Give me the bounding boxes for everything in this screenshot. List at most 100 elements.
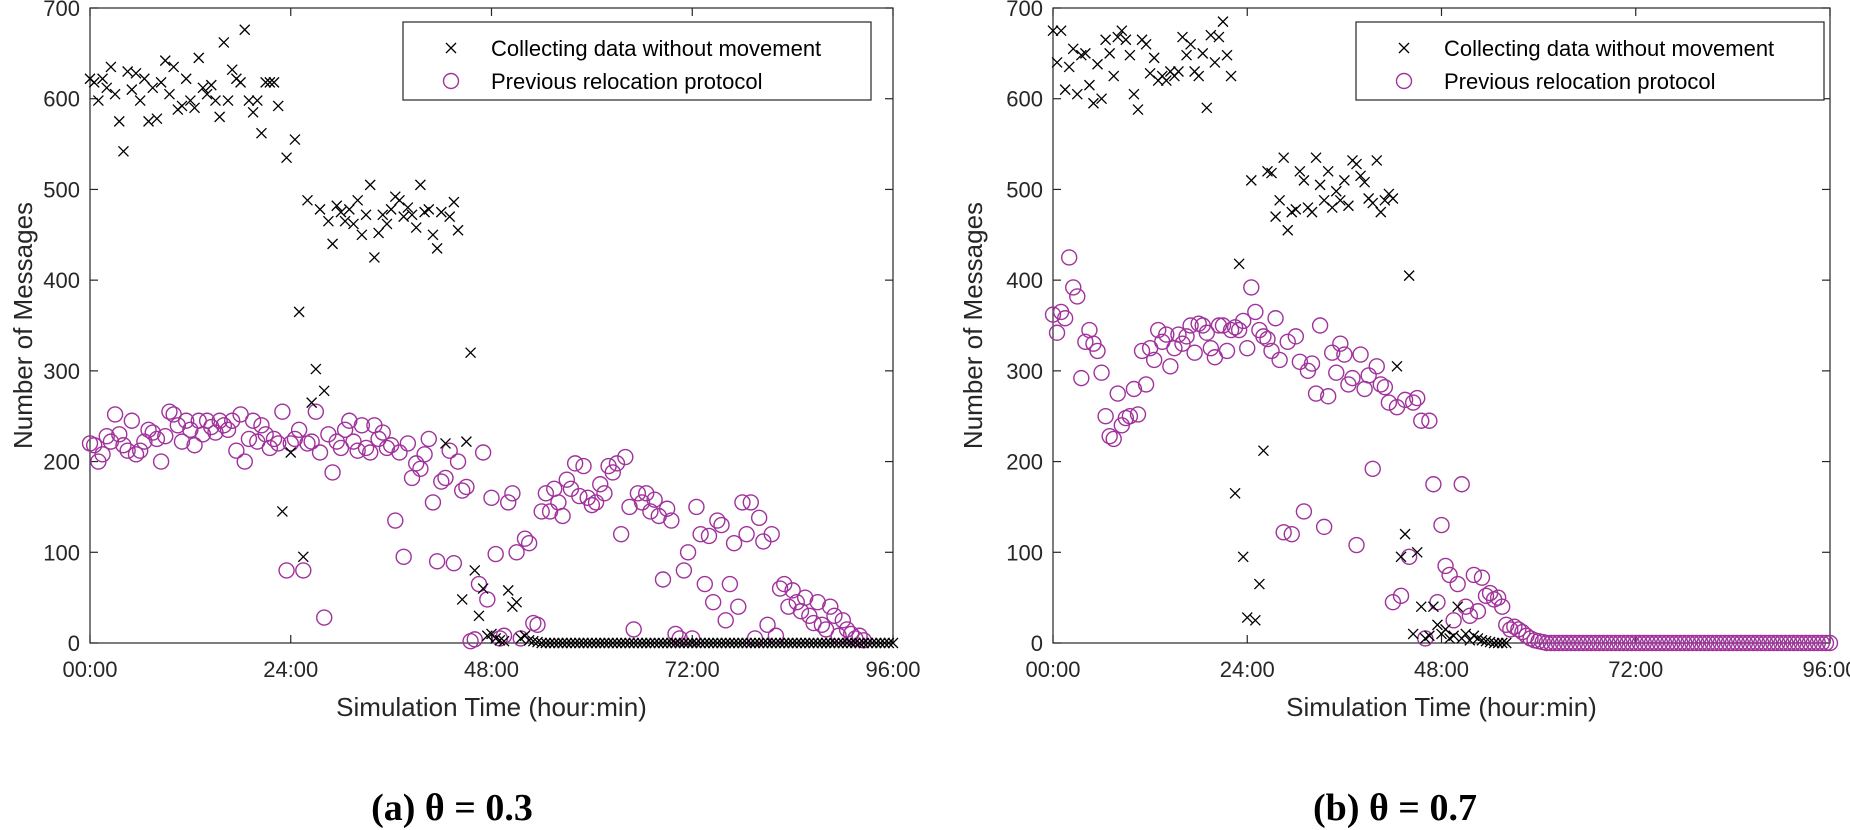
panel-b-circle-point (1400, 548, 1418, 566)
panel-b-cross-point (1500, 637, 1512, 649)
panel-a-cross-point (874, 637, 886, 649)
panel-b-cross-point (1496, 637, 1508, 649)
panel-b-circle-point (1360, 367, 1377, 384)
panel-a-cross-point (657, 637, 669, 649)
panel-a-ytick-label: 300 (43, 359, 80, 384)
panel-a-circle-point (788, 593, 806, 611)
panel-b-cross-point (1387, 193, 1399, 204)
panel-a-cross-point (435, 206, 447, 218)
panel-b-cross-point (1415, 601, 1427, 613)
panel-a-cross-point (456, 593, 468, 605)
panel-a-circle-point (223, 412, 241, 429)
panel-a-cross-point (444, 211, 456, 223)
panel-b-legend-label: Collecting data without movement (1444, 36, 1774, 61)
panel-b-circle-point (1376, 378, 1394, 396)
panel-b-cross-point (1359, 176, 1371, 188)
panel-b-circle-point (1453, 476, 1470, 493)
panel-a-cross-point (452, 224, 464, 236)
panel-a-cross-point (540, 637, 552, 649)
panel-a-circle-point (215, 417, 233, 434)
panel-b-circle-point (1736, 634, 1754, 652)
panel-b-circle-point (1570, 634, 1588, 652)
panel-a-circle-point (487, 545, 504, 563)
panel-a-cross-point (268, 76, 280, 88)
panel-b-cross-point (1391, 360, 1403, 372)
panel-b-cross-point (1233, 258, 1245, 270)
panel-b-cross-point (1274, 194, 1286, 206)
panel-a-data-points (81, 24, 899, 650)
panel-a-caption: (a) θ = 0.3 (371, 787, 533, 829)
panel-b-cross-point (1217, 16, 1229, 28)
panel-b-cross-point (1452, 601, 1464, 613)
panel-b-xtick-label: 24:00 (1220, 657, 1275, 682)
panel-b-cross-point (1197, 47, 1209, 59)
panel-a-cross-point (364, 179, 376, 191)
panel-a-cross-point (749, 637, 761, 649)
panel-b-circle-point (1307, 385, 1325, 402)
panel-b-circle-point (1753, 634, 1770, 652)
panel-a-circle-point (140, 421, 157, 439)
panel-b-circle-point (1109, 385, 1126, 402)
panel-b-data-points (1044, 16, 1839, 652)
panel-b-circle-point (1688, 634, 1705, 652)
panel-a-xtick-label: 24:00 (263, 657, 318, 682)
panel-b-cross-point (1298, 174, 1310, 186)
panel-b-circle-point (1291, 353, 1309, 370)
panel-a-cross-point (205, 79, 217, 91)
panel-b-cross-point (1088, 97, 1099, 109)
panel-b-circle-point (1348, 536, 1365, 554)
panel-a-circle-point (792, 603, 810, 620)
panel-a-cross-point (632, 637, 644, 649)
panel-a-cross-point (624, 637, 635, 649)
panel-a-circle-point (403, 469, 421, 487)
panel-b-circle-point (1425, 476, 1442, 493)
panel-a-circle-point (286, 430, 304, 448)
panel-a-cross-point (511, 596, 523, 608)
panel-a-circle-point (274, 403, 291, 420)
panel-b-cross-point (1063, 61, 1075, 73)
panel-b-cross-point (1092, 58, 1103, 70)
panel-b-circle-point (1409, 389, 1426, 407)
panel-b-cross-point (1132, 104, 1144, 116)
panel-a-circle-point (148, 430, 166, 448)
panel-b-circle-point (1732, 634, 1750, 652)
panel-b-cross-point (1249, 614, 1261, 626)
panel-b-cross-point (1160, 75, 1172, 87)
panel-b-circle-point (1619, 634, 1636, 652)
panel-a-cross-point (92, 95, 104, 106)
panel-a-cross-point (281, 152, 293, 164)
panel-a-circle-point (152, 453, 170, 470)
panel-b-cross-point (1334, 194, 1346, 206)
panel-b-circle-point (1093, 364, 1110, 381)
panel-a-cross-point (410, 222, 422, 233)
panel-a-circle-point (663, 512, 680, 529)
panel-b-circle-point (1421, 412, 1438, 429)
panel-b-circle-point (1647, 634, 1665, 652)
panel-b-circle-point (1676, 634, 1693, 652)
panel-a-cross-point (327, 238, 339, 250)
panel-b-circle-point (1097, 408, 1114, 425)
panel-b-cross-point (1079, 47, 1091, 59)
panel-a-ytick-label: 700 (43, 0, 80, 21)
panel-a-circle-point (378, 439, 396, 457)
panel-a-cross-point (670, 637, 681, 649)
panel-a-cross-point (816, 637, 828, 649)
panel-b-circle-point (1801, 634, 1818, 652)
panel-a-cross-point (398, 211, 410, 223)
panel-a-circle-point (123, 412, 141, 429)
panel-b-cross-point (1403, 270, 1415, 282)
panel-a-cross-point (808, 637, 819, 649)
panel-a-cross-point (193, 52, 205, 64)
panel-a-cross-point (603, 637, 615, 649)
panel-a-circle-point (85, 437, 103, 454)
panel-a-circle-point (826, 607, 843, 624)
panel-a-circle-point (441, 442, 458, 459)
panel-a-cross-point (628, 637, 640, 649)
panel-a-circle-point (244, 412, 262, 429)
panel-a-circle-point (265, 430, 283, 448)
panel-a-circle-point (282, 435, 299, 452)
panel-b-circle-point (1060, 249, 1078, 266)
panel-b-circle-point (1599, 634, 1616, 652)
panel-b-circle-point (1145, 351, 1163, 369)
panel-b-circle-point (1230, 321, 1248, 339)
